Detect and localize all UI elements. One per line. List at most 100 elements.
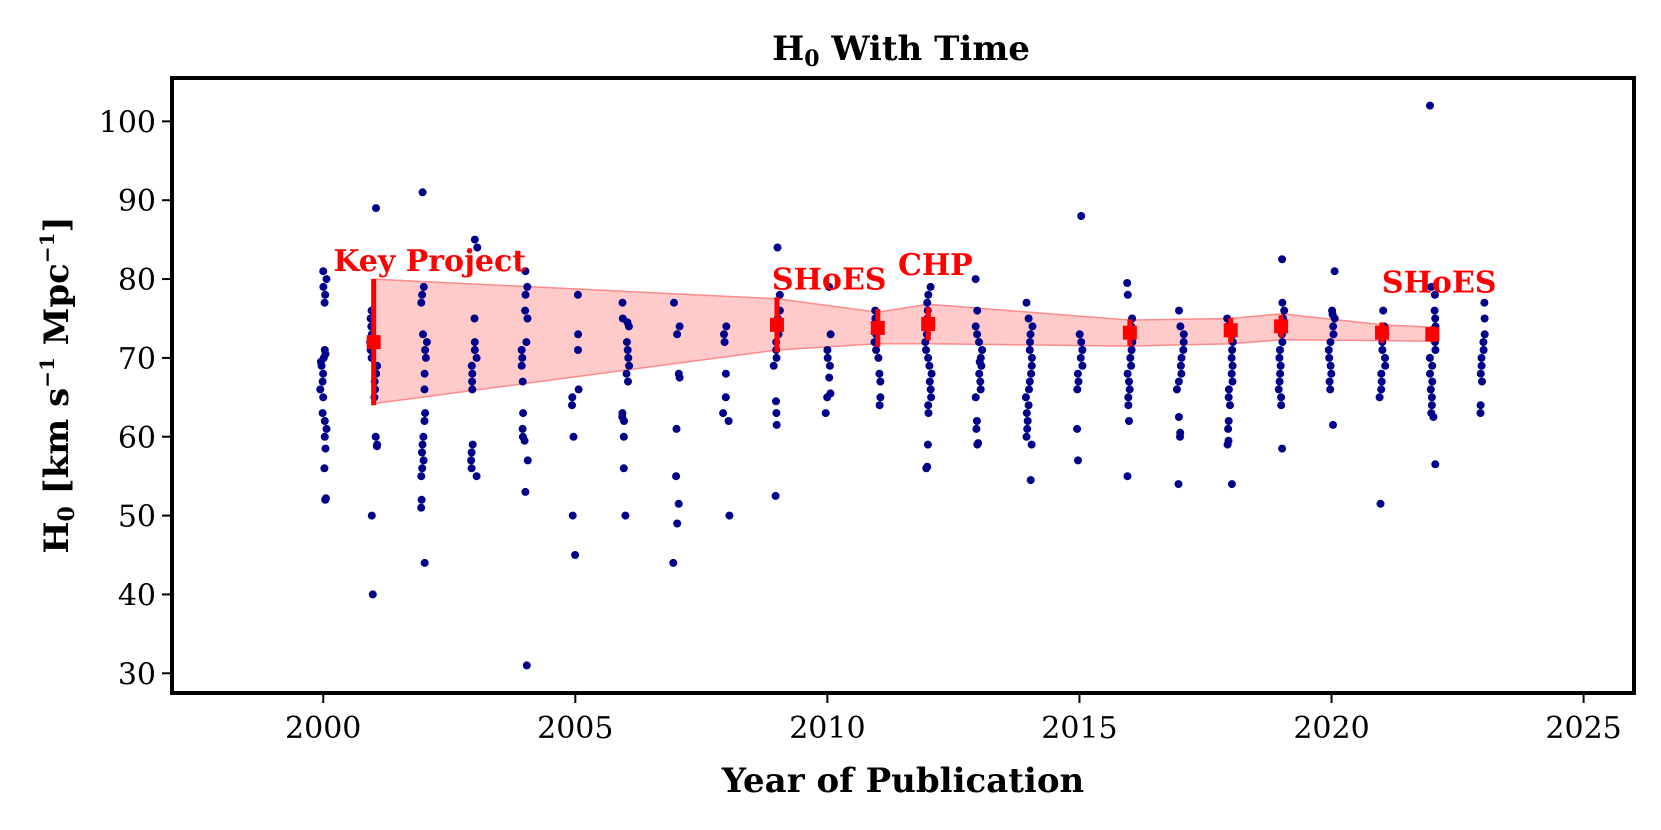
data-point: [1480, 314, 1489, 323]
data-point: [1027, 440, 1036, 449]
data-point: [721, 369, 730, 378]
data-point: [1024, 314, 1033, 323]
data-point: [620, 417, 628, 425]
data-point: [1326, 338, 1335, 347]
y-tick-label: 90: [118, 184, 156, 219]
data-point: [1381, 361, 1390, 370]
data-point: [1480, 330, 1489, 339]
data-point: [1224, 385, 1233, 394]
x-tick-label: 2005: [537, 711, 613, 746]
data-point: [1172, 385, 1181, 394]
data-point: [1078, 346, 1087, 354]
data-point: [1276, 346, 1284, 354]
data-point: [1431, 460, 1440, 469]
data-point: [470, 338, 479, 347]
data-point: [470, 314, 479, 323]
data-point: [419, 456, 428, 465]
data-point: [1125, 385, 1134, 394]
data-point: [975, 369, 984, 378]
data-point: [722, 322, 731, 331]
data-point: [320, 464, 329, 473]
highlight-marker: [1223, 323, 1238, 338]
data-point: [319, 369, 328, 378]
data-point: [1330, 314, 1339, 323]
data-point: [322, 275, 331, 284]
data-point: [321, 495, 330, 504]
data-point: [1026, 330, 1035, 339]
data-point: [1277, 393, 1286, 402]
data-point: [1326, 385, 1335, 394]
data-point: [420, 369, 429, 378]
x-tick-label: 2020: [1293, 711, 1369, 746]
data-point: [875, 369, 884, 378]
data-point: [772, 353, 781, 362]
data-point: [523, 282, 532, 291]
data-point: [769, 361, 778, 370]
data-point: [417, 503, 426, 512]
data-point: [622, 369, 631, 378]
data-point: [1227, 353, 1236, 362]
data-point: [522, 661, 531, 670]
data-point: [1124, 401, 1133, 410]
data-point: [1024, 401, 1033, 410]
data-point: [568, 401, 576, 410]
data-point: [669, 558, 678, 567]
data-point: [1022, 298, 1031, 307]
data-point: [825, 282, 834, 291]
data-point: [1223, 440, 1232, 449]
data-point: [1429, 413, 1438, 421]
highlight-marker: [870, 320, 885, 335]
data-point: [1224, 393, 1233, 402]
annotation-label: SHoES: [1382, 265, 1497, 300]
data-point: [470, 235, 479, 244]
data-point: [618, 298, 627, 307]
data-point: [874, 353, 883, 362]
data-point: [467, 448, 476, 457]
data-point: [1022, 409, 1031, 418]
data-point: [1073, 369, 1082, 378]
x-tick-label: 2000: [285, 711, 361, 746]
data-point: [925, 361, 934, 370]
data-point: [1280, 306, 1289, 315]
data-point: [419, 282, 428, 291]
data-point: [673, 330, 682, 339]
data-point: [924, 353, 933, 362]
data-point: [977, 361, 986, 370]
data-point: [472, 353, 481, 362]
data-point: [825, 373, 834, 382]
data-point: [1026, 476, 1035, 485]
data-point: [319, 393, 328, 402]
data-point: [1327, 369, 1336, 378]
data-point: [574, 346, 582, 354]
data-point: [1224, 424, 1233, 433]
data-point: [420, 558, 429, 567]
data-point: [672, 472, 681, 481]
data-point: [1330, 267, 1339, 276]
data-point: [624, 322, 633, 331]
data-point: [518, 377, 527, 386]
data-point: [1179, 346, 1188, 354]
data-point: [467, 361, 476, 370]
data-point: [467, 464, 476, 473]
data-point: [420, 385, 429, 394]
data-point: [724, 417, 733, 425]
data-point: [619, 432, 628, 441]
data-point: [1125, 417, 1133, 425]
data-point: [1026, 338, 1034, 347]
data-point: [1174, 377, 1183, 386]
data-point: [1479, 338, 1488, 347]
data-point: [521, 487, 530, 496]
data-point: [517, 346, 526, 354]
data-point: [1375, 393, 1384, 402]
data-point: [470, 346, 479, 354]
chart-title: H0 With Time: [772, 29, 1030, 72]
data-point: [1074, 456, 1082, 465]
data-point: [1027, 361, 1036, 370]
data-point: [1329, 322, 1338, 331]
data-point: [521, 290, 530, 299]
data-point: [1381, 353, 1389, 362]
data-point: [1075, 330, 1084, 339]
data-point: [1176, 322, 1185, 331]
data-point: [1325, 377, 1334, 386]
data-point: [1377, 377, 1386, 386]
